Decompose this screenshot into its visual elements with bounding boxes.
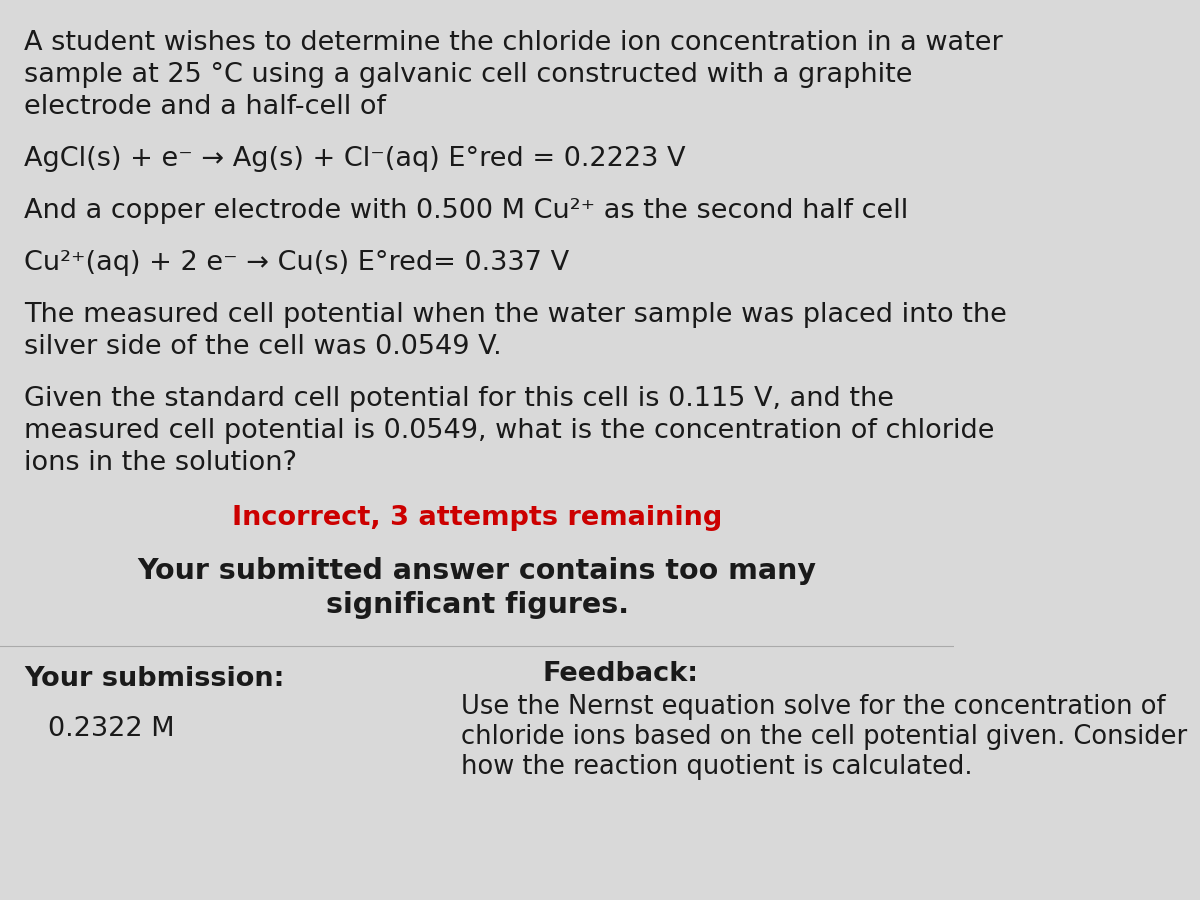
Text: significant figures.: significant figures.: [325, 591, 629, 619]
Text: Your submission:: Your submission:: [24, 666, 284, 692]
Text: A student wishes to determine the chloride ion concentration in a water: A student wishes to determine the chlori…: [24, 30, 1003, 56]
Text: 0.2322 M: 0.2322 M: [48, 716, 174, 742]
Text: sample at 25 °C using a galvanic cell constructed with a graphite: sample at 25 °C using a galvanic cell co…: [24, 62, 912, 88]
Text: Use the Nernst equation solve for the concentration of: Use the Nernst equation solve for the co…: [461, 694, 1166, 720]
Text: measured cell potential is 0.0549, what is the concentration of chloride: measured cell potential is 0.0549, what …: [24, 418, 995, 444]
Text: Cu²⁺(aq) + 2 e⁻ → Cu(s) E°red= 0.337 V: Cu²⁺(aq) + 2 e⁻ → Cu(s) E°red= 0.337 V: [24, 250, 569, 276]
Text: AgCl(s) + e⁻ → Ag(s) + Cl⁻(aq) E°red = 0.2223 V: AgCl(s) + e⁻ → Ag(s) + Cl⁻(aq) E°red = 0…: [24, 146, 685, 172]
Text: ions in the solution?: ions in the solution?: [24, 450, 296, 476]
Text: Given the standard cell potential for this cell is 0.115 V, and the: Given the standard cell potential for th…: [24, 386, 894, 412]
Text: silver side of the cell was 0.0549 V.: silver side of the cell was 0.0549 V.: [24, 334, 502, 360]
Text: chloride ions based on the cell potential given. Consider: chloride ions based on the cell potentia…: [461, 724, 1188, 750]
Text: The measured cell potential when the water sample was placed into the: The measured cell potential when the wat…: [24, 302, 1007, 328]
Text: how the reaction quotient is calculated.: how the reaction quotient is calculated.: [461, 754, 973, 780]
Text: Your submitted answer contains too many: Your submitted answer contains too many: [138, 557, 817, 585]
Text: Feedback:: Feedback:: [542, 661, 698, 687]
Text: Incorrect, 3 attempts remaining: Incorrect, 3 attempts remaining: [232, 505, 722, 531]
Text: And a copper electrode with 0.500 M Cu²⁺ as the second half cell: And a copper electrode with 0.500 M Cu²⁺…: [24, 198, 908, 224]
Text: electrode and a half-cell of: electrode and a half-cell of: [24, 94, 386, 120]
